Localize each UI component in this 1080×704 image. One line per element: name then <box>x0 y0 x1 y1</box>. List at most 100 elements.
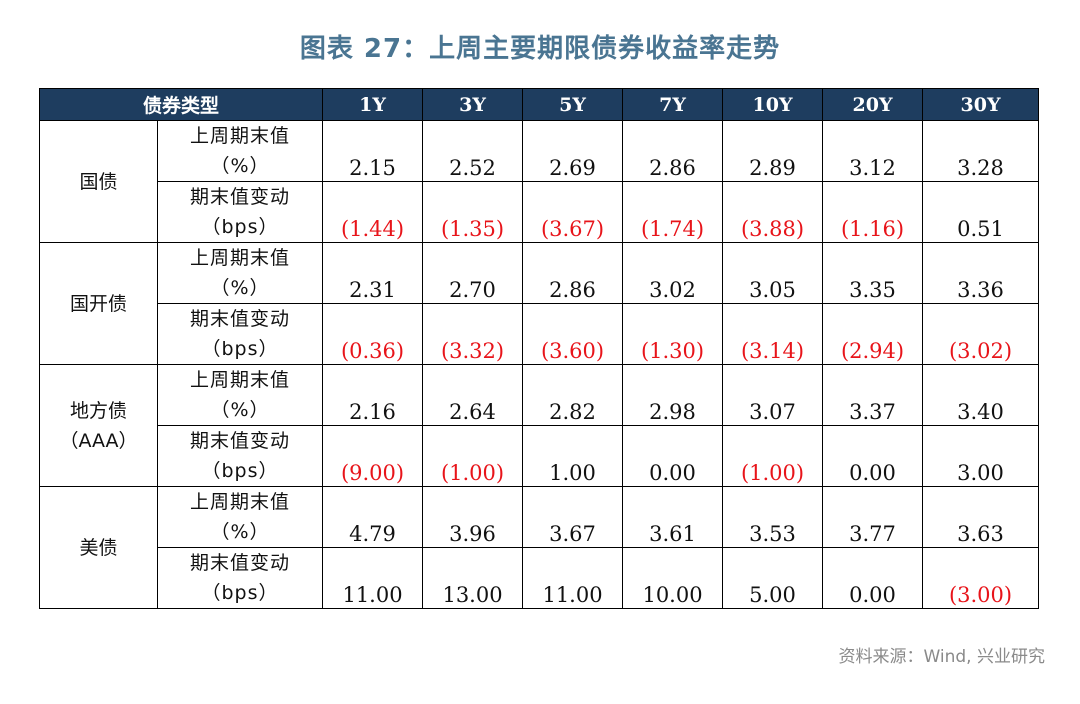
table-row: 期末值变动 （bps） (0.36) (3.32) (3.60) (1.30) (3.14)… <box>40 303 1040 365</box>
yield-change-cell: 0.00 <box>822 547 924 609</box>
yield-value-cell: 2.89 <box>722 120 824 182</box>
category-cell: 国开债 <box>39 242 158 365</box>
yield-change-cell: (1.00) <box>422 425 524 487</box>
table-row: 国开债 上周期末值 （%） 2.31 2.70 2.86 3.02 3.05 3.35 3.36 <box>39 242 1040 365</box>
yield-value-cell: 2.16 <box>322 364 424 426</box>
category-cell: 国债 <box>39 120 158 243</box>
header-category: 债券类型 <box>38 88 324 121</box>
metric-unit-line: （bps） <box>201 582 279 604</box>
yield-change-cell: 13.00 <box>422 547 524 609</box>
metric-label-line: 期末值变动 <box>190 552 291 574</box>
yield-value-cell: 3.02 <box>622 242 724 304</box>
yield-change-cell: (0.36) <box>322 303 424 365</box>
yield-change-cell: 10.00 <box>622 547 724 609</box>
yield-value-cell: 2.70 <box>422 242 524 304</box>
yield-change-cell: (3.60) <box>522 303 624 365</box>
category-cell: 美债 <box>39 486 158 609</box>
yield-value-cell: 3.61 <box>622 486 724 548</box>
yield-change-cell: (1.35) <box>422 181 524 243</box>
metric-change-label: 期末值变动 （bps） <box>156 425 324 487</box>
yield-change-cell: (1.16) <box>822 181 924 243</box>
metric-level-label: 上周期末值 （%） <box>156 486 324 548</box>
page-title: 图表 27：上周主要期限债券收益率走势 <box>299 34 781 64</box>
metric-change-label: 期末值变动 （bps） <box>156 181 324 243</box>
yield-change-cell: (3.88) <box>722 181 824 243</box>
header-tenor: 5Y <box>522 88 624 121</box>
yield-value-cell: 3.37 <box>822 364 924 426</box>
table-row: 美债 上周期末值 （%） 4.79 3.96 3.67 3.61 3.53 3.77 3.63 <box>39 486 1040 609</box>
metric-level-label: 上周期末值 （%） <box>156 364 324 426</box>
yield-value-cell: 3.12 <box>822 120 924 182</box>
yield-value-cell: 3.53 <box>722 486 824 548</box>
table-row: 地方债 （AAA） 上周期末值 （%） 2.16 2.64 2.82 2.98 3.07 3.37… <box>39 364 1040 487</box>
yield-value-cell: 3.63 <box>922 486 1040 548</box>
yield-value-cell: 2.31 <box>322 242 424 304</box>
metric-label-line: 期末值变动 <box>190 430 291 452</box>
category-name: 国开债 <box>69 292 127 315</box>
yield-value-cell: 2.82 <box>522 364 624 426</box>
yield-value-cell: 3.77 <box>822 486 924 548</box>
header-tenor: 7Y <box>622 88 724 121</box>
yield-change-cell: (1.00) <box>722 425 824 487</box>
header-row: 债券类型 1Y 3Y 5Y 7Y 10Y 20Y 30Y <box>38 88 1040 121</box>
category-cell: 地方债 （AAA） <box>39 364 158 487</box>
metric-label-line: 期末值变动 <box>190 308 291 330</box>
metric-label-line: 上周期末值 <box>190 125 291 147</box>
metric-label-line: 期末值变动 <box>190 186 291 208</box>
metric-unit-line: （bps） <box>201 216 279 238</box>
yield-change-cell: 0.00 <box>622 425 724 487</box>
yield-change-cell: 11.00 <box>322 547 424 609</box>
header-tenor: 30Y <box>922 88 1040 121</box>
yield-change-cell: 5.00 <box>722 547 824 609</box>
yield-change-cell: (1.44) <box>322 181 424 243</box>
yield-value-cell: 2.52 <box>422 120 524 182</box>
yield-value-cell: 2.64 <box>422 364 524 426</box>
metric-unit-line: （%） <box>210 399 270 421</box>
yield-value-cell: 2.98 <box>622 364 724 426</box>
yield-value-cell: 3.35 <box>822 242 924 304</box>
yield-change-cell: (3.32) <box>422 303 524 365</box>
yield-value-cell: 3.40 <box>922 364 1040 426</box>
metric-level-label: 上周期末值 （%） <box>156 120 324 182</box>
category-name: 美债 <box>79 536 118 559</box>
metric-unit-line: （%） <box>210 155 270 177</box>
yield-value-cell: 2.15 <box>322 120 424 182</box>
metric-level-label: 上周期末值 （%） <box>156 242 324 304</box>
yield-change-cell: (1.74) <box>622 181 724 243</box>
yield-change-cell: 3.00 <box>922 425 1040 487</box>
yield-value-cell: 3.96 <box>422 486 524 548</box>
table-row: 期末值变动 （bps） (9.00) (1.00) 1.00 0.00 (1.00) 0.00… <box>40 425 1040 487</box>
category-name: 国债 <box>79 170 118 193</box>
yield-value-cell: 3.67 <box>522 486 624 548</box>
metric-unit-line: （%） <box>210 277 270 299</box>
header-tenor: 10Y <box>722 88 824 121</box>
yield-change-cell: 0.51 <box>922 181 1040 243</box>
yield-change-cell: (3.00) <box>922 547 1040 609</box>
yield-change-cell: (9.00) <box>322 425 424 487</box>
table-row: 期末值变动 （bps） 11.00 13.00 11.00 10.00 5.00 0.00 (3… <box>40 547 1040 609</box>
category-subname: （AAA） <box>59 429 138 452</box>
metric-label-line: 上周期末值 <box>190 369 291 391</box>
header-tenor: 20Y <box>822 88 924 121</box>
yield-change-cell: (2.94) <box>822 303 924 365</box>
category-name: 地方债 <box>69 399 127 422</box>
source-note: 资料来源：Wind, 兴业研究 <box>838 647 1045 667</box>
yield-value-cell: 3.07 <box>722 364 824 426</box>
table-row: 期末值变动 （bps） (1.44) (1.35) (3.67) (1.74) (3.88)… <box>40 181 1040 243</box>
yield-change-cell: (3.14) <box>722 303 824 365</box>
yield-value-cell: 3.05 <box>722 242 824 304</box>
metric-change-label: 期末值变动 （bps） <box>156 547 324 609</box>
header-tenor: 1Y <box>322 88 424 121</box>
metric-change-label: 期末值变动 （bps） <box>156 303 324 365</box>
yield-change-cell: (3.67) <box>522 181 624 243</box>
metric-unit-line: （bps） <box>201 460 279 482</box>
yield-change-cell: 0.00 <box>822 425 924 487</box>
yield-table: 债券类型 1Y 3Y 5Y 7Y 10Y 20Y 30Y 国债 上周期末值 （%） 2… <box>38 88 1040 609</box>
yield-change-cell: (1.30) <box>622 303 724 365</box>
yield-value-cell: 2.69 <box>522 120 624 182</box>
table-row: 国债 上周期末值 （%） 2.15 2.52 2.69 2.86 2.89 3.12 3.28 <box>39 120 1040 243</box>
yield-change-cell: 1.00 <box>522 425 624 487</box>
yield-change-cell: 11.00 <box>522 547 624 609</box>
metric-unit-line: （%） <box>210 521 270 543</box>
metric-unit-line: （bps） <box>201 338 279 360</box>
